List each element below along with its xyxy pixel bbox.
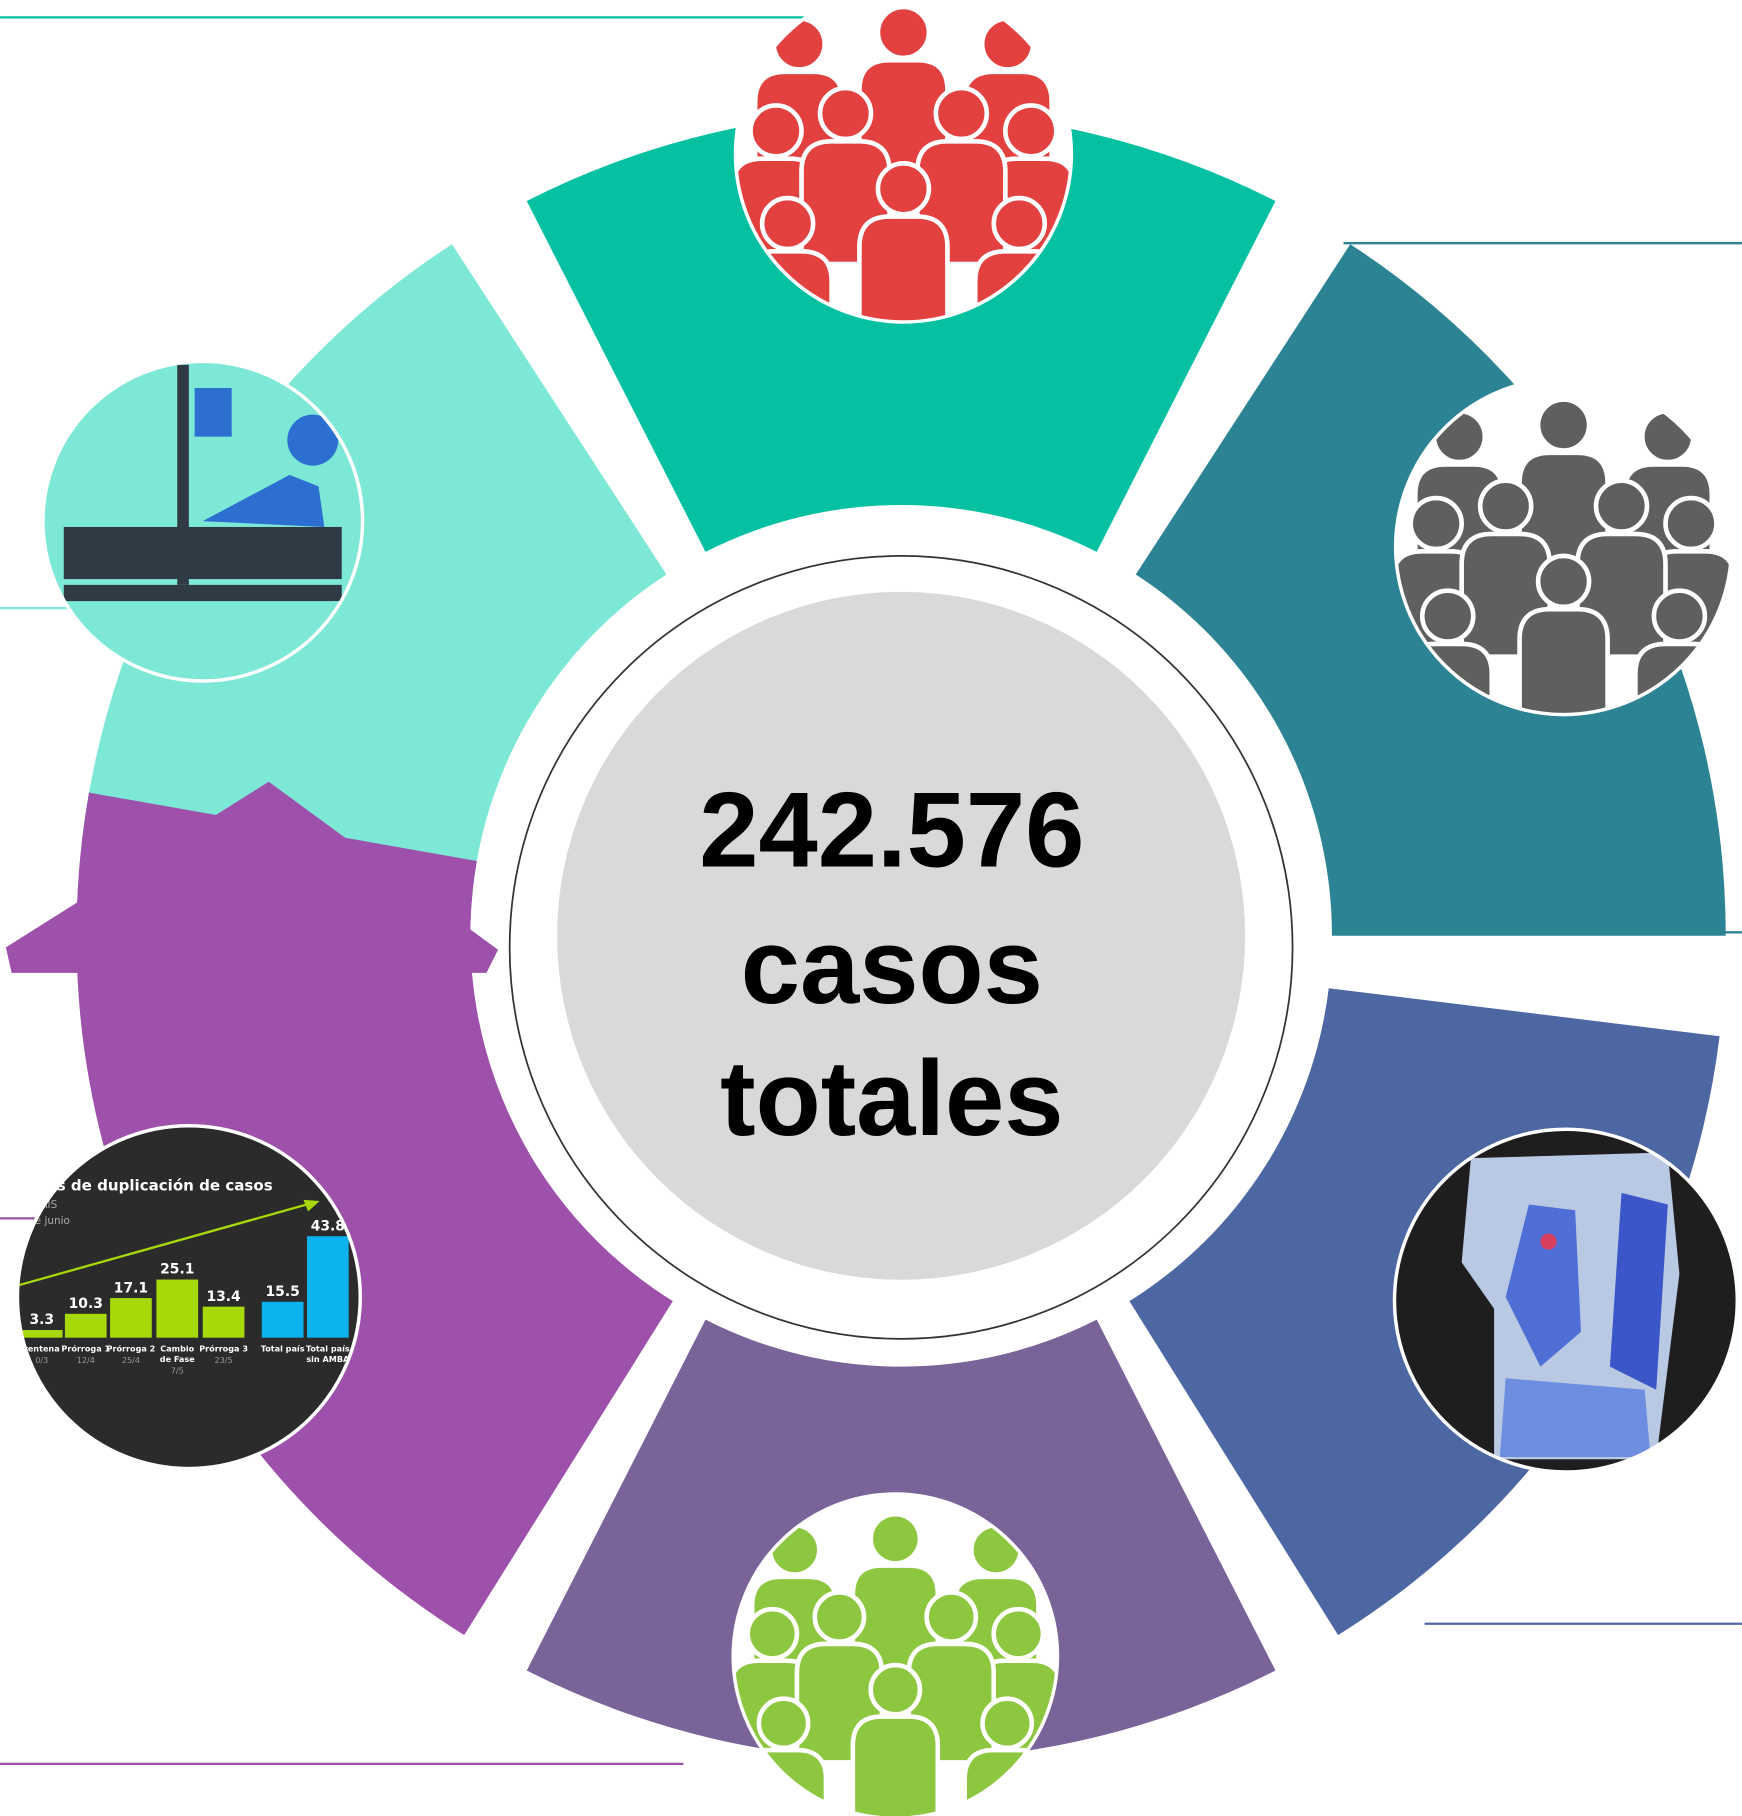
ring-segment <box>526 111 1276 552</box>
inset-date: 7/5 <box>171 1366 184 1376</box>
inset-label: de Fase <box>160 1354 195 1364</box>
icon-border <box>41 359 365 683</box>
bed-frame <box>63 526 342 580</box>
inset-label: sin AMBA <box>306 1354 350 1364</box>
inset-label: Prórroga 2 <box>107 1344 156 1354</box>
person-head <box>812 1590 867 1644</box>
person-head <box>745 1606 800 1661</box>
person-body <box>962 1747 1052 1816</box>
inset-value: 17.1 <box>114 1280 148 1296</box>
person-head <box>875 160 932 217</box>
person-head <box>924 1590 979 1644</box>
person-head <box>1419 588 1476 644</box>
person-head <box>1651 588 1708 644</box>
person-body <box>1517 606 1610 715</box>
inset-bar <box>261 1301 304 1338</box>
person-head <box>759 195 816 252</box>
person-head <box>868 1662 923 1717</box>
person-head <box>1663 495 1719 552</box>
person-body <box>850 1714 941 1816</box>
map-region <box>1505 1204 1581 1367</box>
inset-label: Prórroga 3 <box>199 1344 248 1354</box>
inset-date: 23/5 <box>214 1355 232 1365</box>
inset-date: 12/4 <box>77 1355 95 1365</box>
person-head <box>1535 397 1592 453</box>
center-number: 242.576 <box>699 770 1084 889</box>
person-head <box>771 16 827 72</box>
person-head <box>1535 553 1592 610</box>
inset-value: 15.5 <box>266 1284 300 1300</box>
person-head <box>980 1696 1035 1751</box>
trend-arrow <box>17 1201 316 1287</box>
icon-border <box>733 0 1074 324</box>
inset-label: Total país <box>261 1344 305 1354</box>
inset-bar <box>110 1298 152 1338</box>
inset-bar <box>306 1236 349 1338</box>
person-head <box>991 195 1048 252</box>
inset-label: rentena <box>24 1344 60 1354</box>
person-head <box>991 1606 1046 1661</box>
person-head <box>979 16 1036 72</box>
inset-label: Total país <box>306 1344 350 1354</box>
icon-border <box>1392 1127 1740 1474</box>
person-head <box>868 1511 923 1566</box>
person-head <box>817 85 874 142</box>
people-icon <box>733 1494 1058 1816</box>
inset-value: 25.1 <box>160 1262 194 1278</box>
iv-bag <box>194 387 232 437</box>
person-head <box>1593 478 1650 534</box>
inset-value: 43.8 <box>311 1218 345 1234</box>
icon-border <box>731 1492 1060 1816</box>
inset-bar <box>20 1330 63 1338</box>
inset-value: 3.3 <box>29 1312 54 1328</box>
inset-subtitle: e junio <box>35 1215 70 1227</box>
person-head <box>1640 408 1696 465</box>
person-body <box>857 214 950 322</box>
person-head <box>748 103 804 159</box>
inset-bar <box>64 1313 107 1338</box>
icon-border <box>15 1123 362 1471</box>
center-label: totales <box>720 1039 1063 1158</box>
map-dot <box>1540 1233 1557 1250</box>
arrow-head <box>5 781 499 1043</box>
person-head <box>933 85 990 142</box>
inset-label: Prórroga 1 <box>61 1344 110 1354</box>
inset-value: 13.4 <box>206 1289 241 1305</box>
person-head <box>1408 495 1464 552</box>
inset-bar <box>156 1279 199 1338</box>
bed-icon <box>42 361 363 681</box>
person-head <box>756 1696 811 1751</box>
patient-head <box>287 414 339 466</box>
ring-segment <box>81 244 667 891</box>
person-head <box>1477 478 1534 534</box>
inset-date: 0/3 <box>35 1355 48 1365</box>
center-label: casos <box>741 907 1043 1026</box>
center-circle <box>557 591 1246 1280</box>
person-body <box>738 1747 829 1816</box>
person-head <box>875 4 932 61</box>
inset-label: Cambio <box>160 1344 194 1354</box>
map-icon <box>1394 1129 1738 1473</box>
patient-body <box>202 474 325 527</box>
map-region <box>1609 1192 1668 1390</box>
iv-pole <box>177 364 189 585</box>
bed-leg <box>63 584 342 602</box>
inset-date: 25/4 <box>122 1355 140 1365</box>
inset-value: 10.3 <box>69 1296 103 1312</box>
icon-border <box>1393 376 1734 717</box>
inset-bar <box>202 1306 245 1338</box>
person-head <box>1003 103 1059 159</box>
inset-title: os de duplicación de casos <box>46 1177 272 1195</box>
trend-arrow-head <box>303 1199 320 1212</box>
map-region <box>1499 1378 1651 1457</box>
